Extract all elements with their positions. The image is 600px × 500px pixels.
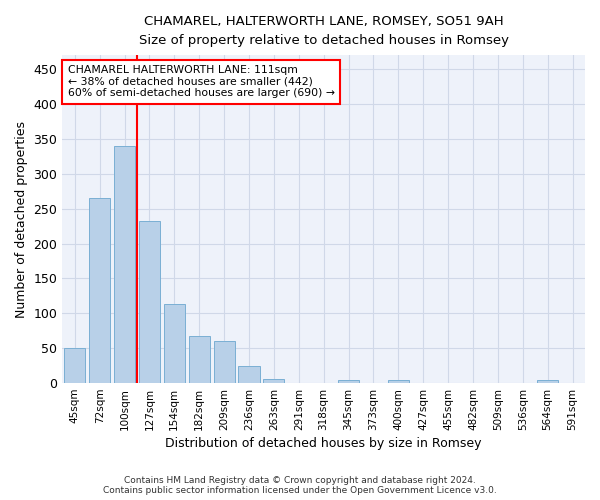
- Bar: [338, 380, 359, 383]
- Bar: [263, 379, 284, 383]
- Bar: [114, 146, 135, 383]
- Bar: [139, 221, 160, 383]
- Bar: [64, 348, 85, 383]
- Bar: [164, 304, 185, 383]
- Bar: [188, 336, 210, 383]
- Bar: [388, 380, 409, 383]
- Text: Contains HM Land Registry data © Crown copyright and database right 2024.
Contai: Contains HM Land Registry data © Crown c…: [103, 476, 497, 495]
- Bar: [214, 340, 235, 383]
- Text: CHAMAREL HALTERWORTH LANE: 111sqm
← 38% of detached houses are smaller (442)
60%: CHAMAREL HALTERWORTH LANE: 111sqm ← 38% …: [68, 65, 335, 98]
- Y-axis label: Number of detached properties: Number of detached properties: [15, 120, 28, 318]
- X-axis label: Distribution of detached houses by size in Romsey: Distribution of detached houses by size …: [166, 437, 482, 450]
- Bar: [238, 366, 260, 383]
- Bar: [537, 380, 558, 383]
- Bar: [89, 198, 110, 383]
- Title: CHAMAREL, HALTERWORTH LANE, ROMSEY, SO51 9AH
Size of property relative to detach: CHAMAREL, HALTERWORTH LANE, ROMSEY, SO51…: [139, 15, 509, 47]
